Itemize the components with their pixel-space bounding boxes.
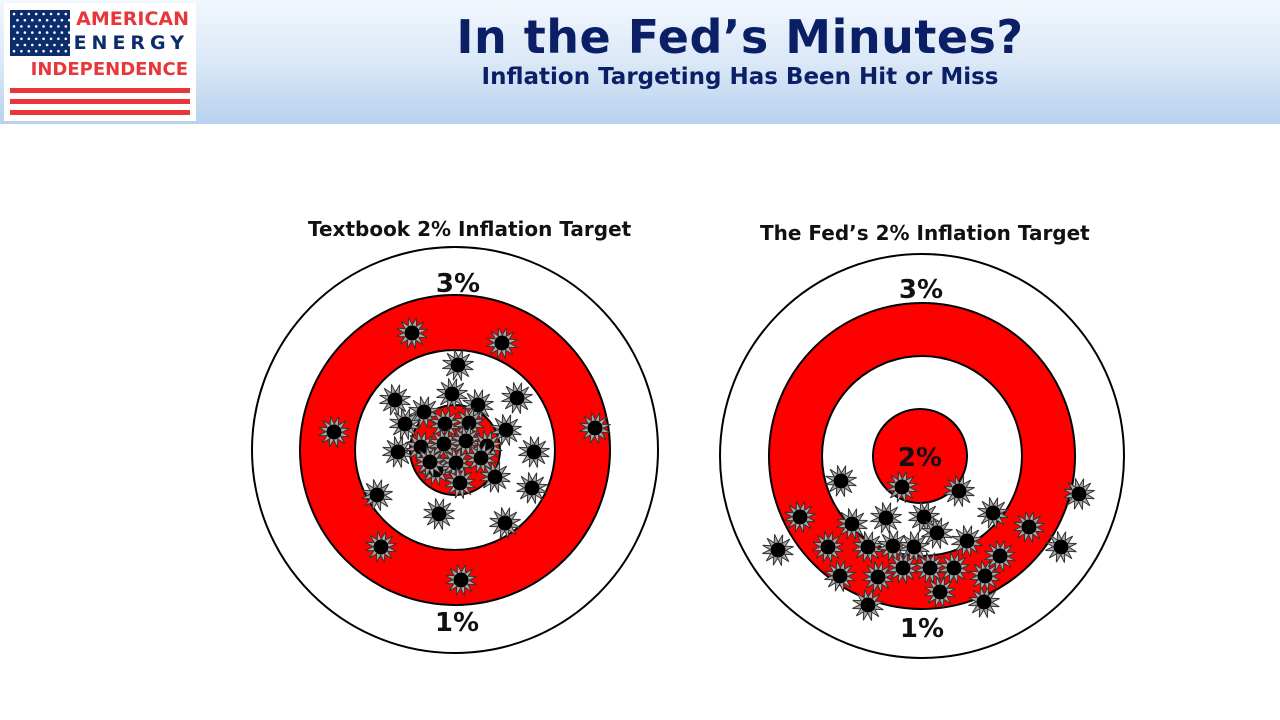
bullet-hole-icon <box>886 471 918 503</box>
logo: AMERICAN ENERGY INDEPENDENCE <box>4 3 196 121</box>
page-subtitle: Inflation Targeting Has Been Hit or Miss <box>481 64 999 90</box>
logo-line-american: AMERICAN <box>76 8 189 30</box>
bullet-hole-icon <box>579 412 611 444</box>
bullet-hole-icon <box>887 552 919 584</box>
bullet-hole-icon <box>812 531 844 563</box>
logo-line-independence: INDEPENDENCE <box>31 59 188 80</box>
bullet-hole-icon <box>762 534 794 566</box>
bullet-hole-icon <box>423 498 455 530</box>
bullet-hole-icon <box>442 349 474 381</box>
bullet-hole-icon <box>951 525 983 557</box>
bullet-hole-icon <box>361 479 393 511</box>
bullet-hole-icon <box>824 560 856 592</box>
bullet-hole-icon <box>924 576 956 608</box>
bullet-hole-icon <box>943 475 975 507</box>
fed-target: 3% 2% 1% <box>719 253 1125 659</box>
bullet-hole-icon <box>836 508 868 540</box>
bullet-hole-icon <box>396 317 428 349</box>
bullet-hole-icon <box>1063 478 1095 510</box>
bullet-hole-icon <box>784 501 816 533</box>
textbook-target: 3% 1% <box>251 246 659 654</box>
bullet-hole-icon <box>977 497 1009 529</box>
bullet-hole-icon <box>479 461 511 493</box>
bullet-hole-icon <box>870 502 902 534</box>
bullet-hole-icon <box>852 531 884 563</box>
header-banner: AMERICAN ENERGY INDEPENDENCE In the Fed’… <box>0 0 1280 124</box>
bullet-hole-icon <box>436 378 468 410</box>
bullet-hole-icon <box>516 472 548 504</box>
bullet-hole-icon <box>365 531 397 563</box>
bullet-hole-icon <box>1013 511 1045 543</box>
bullet-hole-icon <box>969 560 1001 592</box>
bullet-hole-icon <box>825 465 857 497</box>
bullet-hole-icon <box>1045 531 1077 563</box>
bullet-hole-icon <box>486 327 518 359</box>
bullet-hole-icon <box>921 517 953 549</box>
bullet-hole-icon <box>389 408 421 440</box>
bullet-hole-icon <box>984 540 1016 572</box>
fed-label-3pct: 3% <box>899 275 943 305</box>
bullet-hole-icon <box>938 552 970 584</box>
bullet-hole-icon <box>490 414 522 446</box>
bullet-hole-icon <box>968 586 1000 618</box>
textbook-target-title: Textbook 2% Inflation Target <box>308 217 632 241</box>
bullet-hole-icon <box>518 436 550 468</box>
bullet-hole-icon <box>445 564 477 596</box>
page-title: In the Fed’s Minutes? <box>456 10 1024 64</box>
bullet-hole-icon <box>318 416 350 448</box>
bullet-hole-icon <box>489 507 521 539</box>
bullet-hole-icon <box>444 467 476 499</box>
fed-target-title: The Fed’s 2% Inflation Target <box>760 221 1090 245</box>
logo-line-energy: ENERGY <box>74 32 189 54</box>
bullet-hole-icon <box>862 561 894 593</box>
textbook-label-3pct: 3% <box>436 269 480 299</box>
textbook-label-1pct: 1% <box>435 608 479 638</box>
bullet-hole-icon <box>414 446 446 478</box>
bullet-hole-icon <box>501 382 533 414</box>
bullet-hole-icon <box>877 530 909 562</box>
bullet-hole-icon <box>852 589 884 621</box>
fed-label-1pct: 1% <box>900 614 944 644</box>
logo-flag-icon: AMERICAN ENERGY INDEPENDENCE <box>10 8 190 115</box>
fed-label-2pct: 2% <box>898 443 942 473</box>
bullet-hole-icon <box>382 436 414 468</box>
